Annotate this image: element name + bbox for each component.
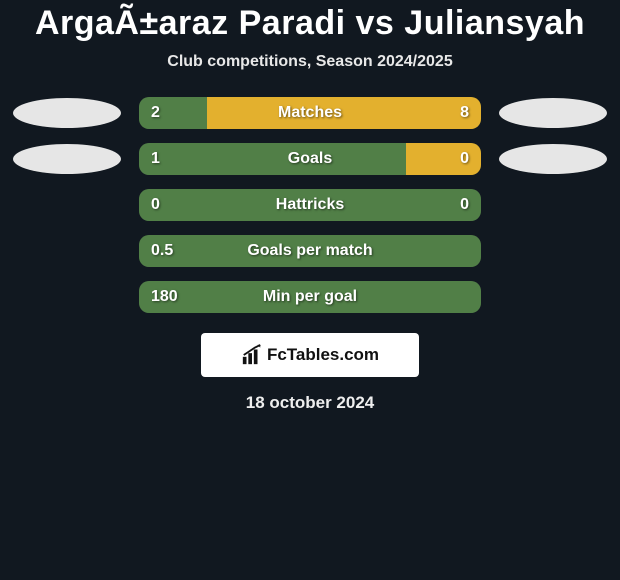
stat-value-left: 2 (151, 104, 160, 122)
subtitle: Club competitions, Season 2024/2025 (167, 53, 452, 71)
stats-list: 2 8 Matches 1 0 Goals 0 0 Hattricks 0.5 Goals per … (0, 97, 620, 313)
team-pill-left (13, 98, 121, 128)
stat-label: Hattricks (276, 196, 344, 214)
stat-row: 1 0 Goals (0, 143, 620, 175)
stat-row: 180 Min per goal (0, 281, 620, 313)
stat-value-left: 0 (151, 196, 160, 214)
page-title: ArgaÃ±araz Paradi vs Juliansyah (35, 4, 585, 43)
stat-row: 0 0 Hattricks (0, 189, 620, 221)
stat-label: Min per goal (263, 288, 357, 306)
brand-card: FcTables.com (201, 333, 419, 377)
team-pill-right (499, 98, 607, 128)
stat-value-right: 0 (460, 150, 469, 168)
team-pill-left (13, 144, 121, 174)
date-text: 18 october 2024 (246, 393, 375, 413)
stat-bar: 180 Min per goal (139, 281, 481, 313)
stat-label: Goals (288, 150, 332, 168)
stat-value-right: 8 (460, 104, 469, 122)
stat-bar: 1 0 Goals (139, 143, 481, 175)
bar-fill-right (207, 97, 481, 129)
stat-value-left: 180 (151, 288, 178, 306)
stat-value-left: 0.5 (151, 242, 173, 260)
bar-fill-right (406, 143, 481, 175)
stat-value-right: 0 (460, 196, 469, 214)
stat-bar: 0.5 Goals per match (139, 235, 481, 267)
stat-row: 0.5 Goals per match (0, 235, 620, 267)
comparison-card: ArgaÃ±araz Paradi vs Juliansyah Club com… (0, 0, 620, 413)
stat-bar: 0 0 Hattricks (139, 189, 481, 221)
chart-icon (241, 344, 263, 366)
bar-fill-left (139, 97, 207, 129)
stat-value-left: 1 (151, 150, 160, 168)
stat-label: Matches (278, 104, 342, 122)
stat-label: Goals per match (247, 242, 372, 260)
stat-bar: 2 8 Matches (139, 97, 481, 129)
stat-row: 2 8 Matches (0, 97, 620, 129)
team-pill-right (499, 144, 607, 174)
brand-text: FcTables.com (267, 345, 379, 365)
bar-fill-left (139, 143, 406, 175)
